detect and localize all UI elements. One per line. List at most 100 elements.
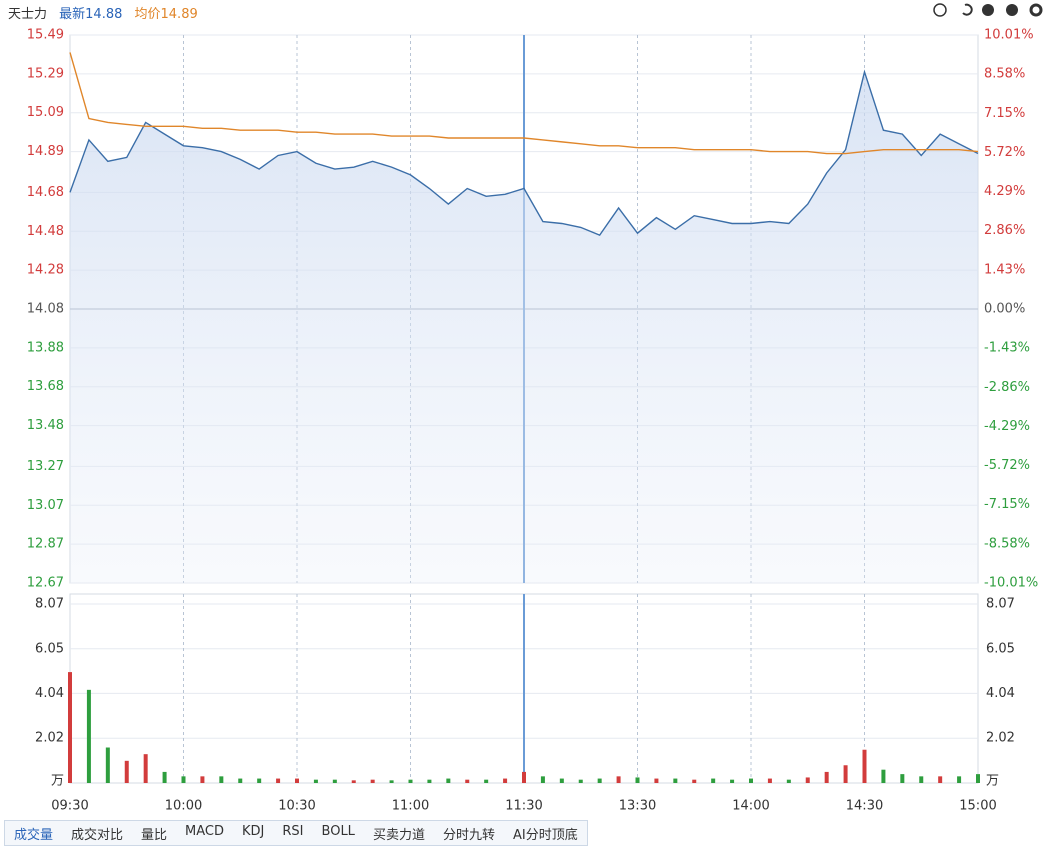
series-line bbox=[69, 52, 979, 155]
y-tick-label: 15.49 bbox=[27, 28, 64, 43]
y-tick-label: 14.48 bbox=[27, 224, 64, 239]
volume-bar bbox=[446, 778, 451, 783]
tab[interactable]: 量比 bbox=[141, 828, 168, 843]
volume-bar bbox=[351, 780, 356, 783]
y-tick-label: 12.87 bbox=[27, 537, 64, 552]
volume-bar bbox=[616, 776, 621, 783]
volume-bar bbox=[332, 779, 337, 783]
tab[interactable]: AI分时顶底 bbox=[512, 828, 578, 843]
volume-bar bbox=[389, 780, 394, 783]
volume-bar bbox=[749, 778, 753, 783]
volume-bar bbox=[408, 779, 413, 783]
volume-bar bbox=[881, 769, 886, 783]
latest-price: 最新14.88 bbox=[59, 7, 123, 22]
y-tick-label: 14.08 bbox=[27, 302, 64, 317]
volume-bar bbox=[843, 765, 848, 783]
header: 天士力 最新14.88 均价14.89 bbox=[8, 3, 206, 22]
x-tick-label: 14:00 bbox=[732, 799, 769, 814]
y2-tick-label: -10.01% bbox=[984, 576, 1038, 591]
tab[interactable]: 买卖力道 bbox=[372, 828, 425, 843]
y2-tick-label: 8.58% bbox=[984, 67, 1025, 82]
volume-bar bbox=[559, 778, 564, 783]
y2-tick-label: 0.00% bbox=[984, 302, 1025, 317]
y2-tick-label: 7.15% bbox=[984, 106, 1025, 121]
series-line bbox=[69, 69, 979, 237]
y2-tick-label: -7.15% bbox=[984, 497, 1030, 512]
tab[interactable]: BOLL bbox=[321, 824, 355, 839]
volume-bar bbox=[427, 779, 432, 783]
volume-bar bbox=[711, 778, 716, 783]
volume-bar bbox=[540, 776, 545, 783]
volume-bar bbox=[578, 779, 583, 783]
volume-bar bbox=[124, 760, 129, 783]
x-tick-label: 15:00 bbox=[959, 799, 996, 814]
tab[interactable]: 成交量 bbox=[14, 828, 54, 843]
x-tick-label: 09:30 bbox=[51, 799, 88, 814]
volume-bar bbox=[862, 749, 867, 783]
y-tick-label: 13.07 bbox=[27, 498, 64, 513]
average-price: 均价14.89 bbox=[134, 7, 198, 22]
volume-bar bbox=[976, 774, 980, 783]
volume-tick-label-right: 6.05 bbox=[986, 641, 1015, 656]
y2-tick-label: 1.43% bbox=[984, 262, 1025, 277]
volume-bar bbox=[181, 776, 186, 783]
y2-tick-label: 10.01% bbox=[984, 28, 1034, 43]
volume-bar bbox=[68, 672, 72, 783]
volume-bar bbox=[786, 779, 791, 783]
x-tick-label: 14:30 bbox=[846, 799, 883, 814]
volume-bar bbox=[503, 778, 508, 783]
volume-bar bbox=[295, 778, 299, 783]
volume-bar bbox=[276, 778, 281, 783]
y-tick-label: 15.09 bbox=[27, 105, 64, 120]
tab[interactable]: RSI bbox=[282, 824, 304, 839]
tab[interactable]: KDJ bbox=[242, 824, 265, 839]
y-tick-label: 15.29 bbox=[27, 66, 64, 81]
volume-bar bbox=[805, 777, 810, 783]
volume-tick-label: 4.04 bbox=[35, 686, 64, 701]
y-tick-label: 13.68 bbox=[27, 379, 64, 394]
volume-bar bbox=[86, 689, 91, 783]
volume-bar bbox=[919, 776, 924, 783]
y2-tick-label: -8.58% bbox=[984, 536, 1030, 551]
tab[interactable]: 分时九转 bbox=[442, 828, 495, 843]
y-tick-label: 14.68 bbox=[27, 185, 64, 200]
volume-bar bbox=[635, 777, 640, 783]
y-tick-label: 13.88 bbox=[27, 340, 64, 355]
y2-tick-label: 5.72% bbox=[984, 145, 1025, 160]
volume-bar bbox=[257, 778, 262, 783]
volume-tick-label: 6.05 bbox=[35, 641, 64, 656]
volume-bar bbox=[465, 779, 470, 783]
y2-tick-label: 2.86% bbox=[984, 223, 1025, 238]
volume-bar bbox=[522, 771, 526, 783]
y2-tick-label: -4.29% bbox=[984, 419, 1030, 434]
volume-tick-label-right: 4.04 bbox=[986, 686, 1015, 701]
y2-tick-label: -1.43% bbox=[984, 341, 1030, 356]
x-tick-label: 11:00 bbox=[392, 799, 429, 814]
volume-bar bbox=[692, 779, 697, 783]
tab[interactable]: 成交对比 bbox=[71, 828, 124, 843]
volume-bar bbox=[200, 776, 205, 783]
volume-bar bbox=[938, 776, 943, 783]
volume-bar bbox=[730, 779, 735, 783]
y2-tick-label: -5.72% bbox=[984, 458, 1030, 473]
y-tick-label: 13.27 bbox=[27, 459, 64, 474]
volume-bar bbox=[219, 776, 224, 783]
y2-tick-label: -2.86% bbox=[984, 380, 1030, 395]
volume-tick-label: 2.02 bbox=[35, 731, 64, 746]
volume-bar bbox=[654, 778, 659, 783]
y-tick-label: 14.28 bbox=[27, 263, 64, 278]
y-tick-label: 13.48 bbox=[27, 418, 64, 433]
chart: 15.49 10.01% 15.29 8.58% 15.09 7.15% 14.89 5.72… bbox=[27, 3, 1043, 814]
volume-tick-label-right: 2.02 bbox=[986, 731, 1015, 746]
volume-tick-label-right: 8.07 bbox=[986, 597, 1015, 612]
tab[interactable]: MACD bbox=[185, 824, 225, 839]
volume-bar bbox=[238, 778, 243, 783]
volume-unit: 万 bbox=[51, 774, 64, 789]
y-tick-label: 14.89 bbox=[27, 144, 64, 159]
volume-bar bbox=[143, 754, 148, 783]
volume-bar bbox=[900, 774, 905, 783]
price-area bbox=[70, 71, 978, 583]
volume-bar bbox=[370, 779, 375, 783]
y2-tick-label: 4.29% bbox=[984, 184, 1025, 199]
